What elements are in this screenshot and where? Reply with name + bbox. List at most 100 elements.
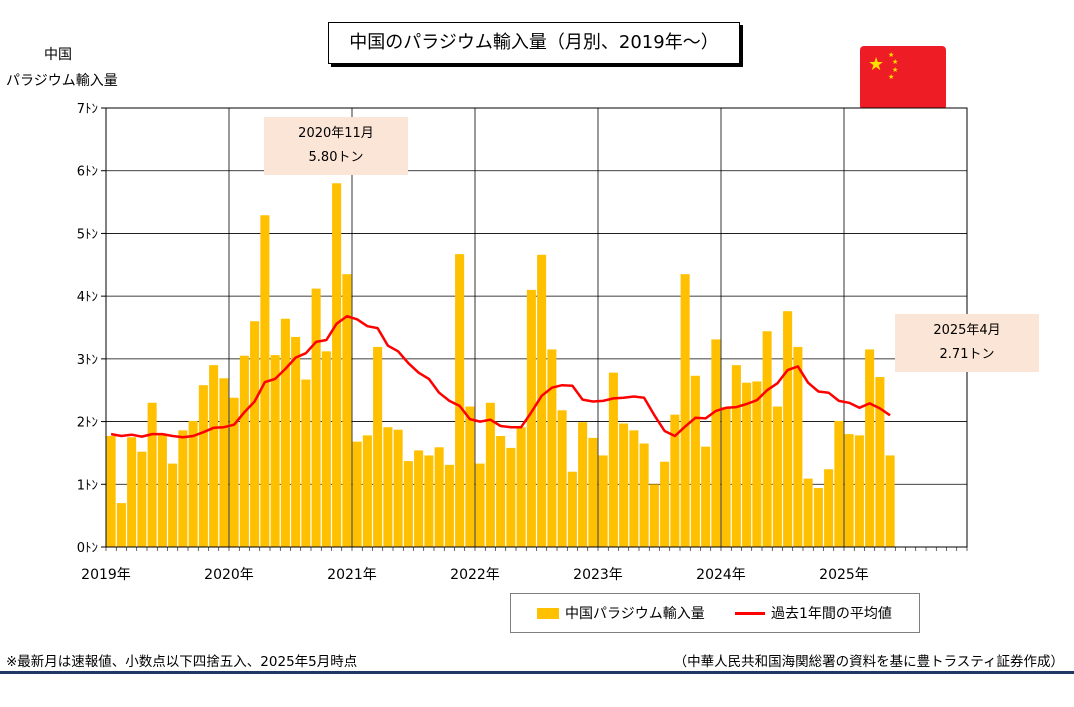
legend-item-bars: 中国パラジウム輸入量 (537, 594, 705, 632)
bar (854, 435, 864, 547)
bar (783, 311, 793, 547)
source-note: （中華人民共和国海関総署の資料を基に豊トラスティ証券作成） (673, 654, 1064, 670)
bar (516, 427, 526, 547)
bar (168, 463, 178, 547)
bar (147, 402, 157, 547)
y-axis-label-line2: パラジウム輸入量 (6, 73, 118, 89)
bar (496, 435, 506, 547)
bar (485, 402, 495, 547)
y-tick-label: 6ﾄﾝ (77, 165, 98, 180)
bar (670, 414, 680, 547)
bar (721, 407, 731, 547)
bar (465, 406, 475, 547)
bar (793, 346, 803, 547)
bar (752, 381, 762, 547)
callout-peak: 2020年11月 5.80トン (264, 117, 408, 175)
bar (414, 450, 424, 547)
bar (875, 377, 885, 547)
legend-bar-label: 中国パラジウム輸入量 (565, 606, 705, 622)
bar (393, 429, 403, 547)
bar (578, 422, 588, 547)
bar (731, 365, 741, 547)
bar (209, 365, 219, 547)
bar (280, 318, 290, 547)
bar (598, 455, 608, 547)
bar (219, 378, 229, 547)
y-tick-label: 5ﾄﾝ (77, 227, 98, 242)
bar (608, 372, 618, 547)
bar (250, 321, 260, 547)
bar (711, 339, 721, 547)
x-tick-label: 2019年 (81, 567, 131, 583)
legend-line-swatch (735, 611, 765, 615)
bar (424, 455, 434, 547)
y-tick-label: 3ﾄﾝ (77, 353, 98, 368)
bar (342, 274, 352, 547)
footnote: ※最新月は速報値、小数点以下四捨五入、2025年5月時点 (6, 654, 358, 670)
x-tick-label: 2024年 (696, 567, 746, 583)
y-tick-label: 4ﾄﾝ (77, 290, 98, 305)
bar (834, 420, 844, 547)
bar (885, 455, 895, 547)
bar (127, 437, 137, 547)
bar (311, 288, 321, 547)
bar (526, 289, 536, 547)
chart-legend: 中国パラジウム輸入量 過去1年間の平均値 (510, 593, 920, 633)
bar (629, 430, 639, 547)
bar (680, 274, 690, 547)
bar (475, 463, 485, 547)
bar (188, 420, 198, 547)
bar (270, 355, 280, 547)
bar (434, 447, 444, 547)
bar (455, 254, 465, 548)
y-tick-label: 2ﾄﾝ (77, 416, 98, 431)
bar (362, 435, 372, 547)
x-tick-label: 2021年 (327, 567, 377, 583)
callout-peak-date: 2020年11月 (298, 126, 374, 141)
bar (321, 351, 331, 547)
bar (157, 434, 167, 547)
bar (373, 346, 383, 547)
bar (567, 471, 577, 547)
bar (239, 355, 249, 547)
bar (813, 488, 823, 547)
bar (701, 446, 711, 547)
bar (824, 469, 834, 547)
average-line (110, 314, 891, 439)
x-tick-label: 2020年 (204, 567, 254, 583)
bar (383, 427, 393, 547)
callout-peak-value: 5.80トン (308, 150, 364, 165)
bar (332, 183, 342, 547)
bar (865, 349, 875, 547)
bar (772, 406, 782, 547)
x-tick-label: 2023年 (573, 567, 623, 583)
bar (690, 375, 700, 547)
x-tick-label: 2022年 (450, 567, 500, 583)
bar (803, 478, 813, 547)
callout-latest-date: 2025年4月 (933, 323, 1001, 338)
bar (291, 336, 301, 547)
bar (198, 385, 208, 547)
callout-latest: 2025年4月 2.71トン (895, 314, 1039, 372)
bar (229, 397, 239, 547)
china-flag-icon: ★ ★ ★ ★ ★ (860, 46, 946, 110)
bar (537, 254, 547, 547)
y-tick-label: 1ﾄﾝ (77, 478, 98, 493)
bar (403, 461, 413, 547)
legend-bar-swatch (537, 607, 559, 619)
y-axis-label-line1: 中国 (44, 47, 72, 63)
bar (444, 464, 454, 547)
bar (588, 437, 598, 547)
y-tick-label: 0ﾄﾝ (77, 541, 98, 556)
legend-line-label: 過去1年間の平均値 (771, 606, 892, 622)
bar (762, 331, 772, 547)
bar (547, 349, 557, 547)
chart-title: 中国のパラジウム輸入量（月別、2019年～） (328, 22, 740, 64)
bar (106, 435, 116, 547)
bar (301, 379, 311, 547)
bar (137, 451, 147, 547)
callout-latest-value: 2.71トン (939, 347, 995, 362)
legend-item-line: 過去1年間の平均値 (735, 594, 892, 632)
bar (660, 461, 670, 547)
